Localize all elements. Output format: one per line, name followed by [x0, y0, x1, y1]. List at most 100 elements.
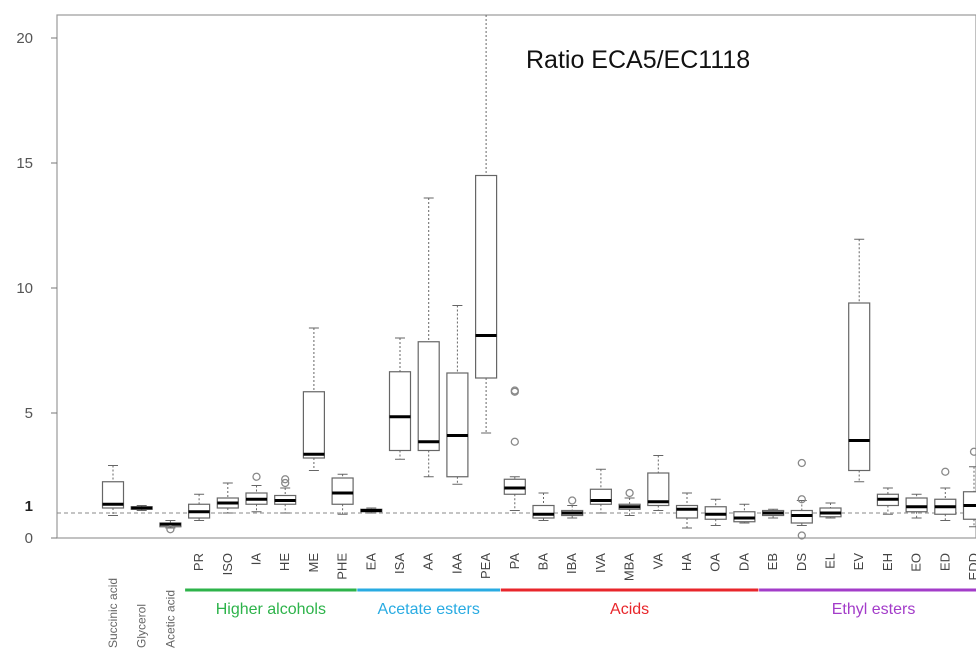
y-tick-label: 20 [16, 30, 33, 47]
box-ia [245, 472, 268, 513]
box-iqr [647, 472, 670, 507]
box-iqr [848, 302, 871, 472]
box-oa [704, 498, 727, 526]
box-ha [675, 492, 699, 529]
category-label: ME [306, 553, 321, 573]
box-eh [876, 487, 900, 515]
outlier-point [281, 478, 290, 488]
outlier-point [969, 447, 976, 456]
category-label: PEA [478, 553, 493, 579]
category-label: PA [507, 553, 522, 570]
category-label: BA [536, 553, 551, 571]
box-iba [561, 496, 584, 519]
category-label: EL [823, 553, 838, 569]
box-pea [475, 15, 498, 434]
box-iqr [331, 477, 354, 505]
y-tick-label: 5 [25, 405, 33, 422]
group-labels: Higher alcohols Acetate esters Acids Ethyl … [185, 588, 976, 618]
box-iva [589, 468, 613, 514]
category-label: VA [650, 553, 665, 570]
box-iqr [532, 504, 555, 519]
category-label: EDD [966, 553, 976, 580]
box-iqr [905, 497, 928, 513]
category-label: HE [277, 553, 292, 571]
box-iqr [101, 481, 125, 509]
category-label: EO [909, 553, 924, 572]
box-edd [962, 447, 976, 528]
box-acetic-acid [159, 520, 182, 534]
box-ev [848, 238, 871, 483]
box-iqr [417, 341, 440, 452]
category-label: EV [851, 553, 866, 571]
box-ed [934, 467, 957, 521]
box-el [819, 502, 842, 519]
box-succinic-acid [101, 465, 125, 516]
box-va [647, 455, 670, 511]
box-iqr [388, 371, 412, 452]
outlier-point [510, 437, 519, 446]
outlier-point [568, 496, 577, 505]
box-iaa [446, 305, 469, 485]
category-label: HA [679, 553, 694, 571]
box-iqr [475, 174, 498, 379]
category-labels: Succinic acid Glycerol Acetic acid PR ISO IA H… [106, 553, 976, 648]
category-label: EB [765, 553, 780, 570]
category-label: IA [249, 553, 264, 566]
plot-frame [56, 14, 976, 539]
outlier-point [797, 531, 806, 540]
box-iqr [446, 372, 469, 478]
box-aa [417, 197, 440, 478]
category-label: Glycerol [135, 604, 149, 648]
box-pa [503, 386, 526, 511]
category-label: DS [794, 553, 809, 571]
group-label: Acetate esters [378, 601, 480, 618]
category-label: PR [191, 553, 206, 571]
box-iqr [302, 391, 325, 459]
box-me [302, 327, 325, 471]
category-label: EH [880, 553, 895, 571]
box-mba [618, 488, 641, 516]
box-he [274, 475, 297, 514]
y-tick-label: 10 [16, 280, 33, 297]
chart-title: Ratio ECA5/EC1118 [526, 46, 750, 74]
category-label: DA [736, 553, 751, 571]
category-label: ISA [392, 553, 407, 574]
box-eb [761, 508, 785, 519]
outlier-point [166, 525, 175, 534]
reference-label: 1 [25, 498, 33, 515]
box-glycerol [130, 505, 153, 511]
category-label: ISO [220, 553, 235, 575]
outlier-point [510, 386, 519, 395]
group-label: Higher alcohols [216, 601, 326, 618]
category-label: ED [937, 553, 952, 571]
y-tick-label: 0 [25, 530, 33, 547]
box-iqr [675, 504, 699, 519]
category-label: Acetic acid [163, 590, 177, 648]
category-label: IVA [593, 553, 608, 573]
category-label: OA [708, 553, 723, 572]
outlier-point [252, 472, 261, 481]
category-label: MBA [622, 553, 637, 582]
box-series [101, 15, 976, 540]
group-label: Ethyl esters [832, 601, 916, 618]
box-iso [216, 482, 239, 514]
outlier-point [281, 475, 290, 484]
box-da [733, 503, 756, 524]
box-phe [331, 473, 354, 515]
box-eo [905, 493, 928, 519]
group-label: Acids [610, 601, 649, 618]
outlier-point [797, 458, 806, 468]
y-tick-label: 15 [16, 155, 33, 172]
box-ds [790, 458, 813, 540]
category-label: PHE [335, 553, 350, 580]
box-isa [388, 337, 412, 460]
category-label: AA [421, 553, 436, 571]
box-ea [360, 507, 383, 514]
box-ba [532, 492, 555, 521]
category-label: IAA [449, 553, 464, 574]
category-label: EA [363, 553, 378, 571]
outlier-point [625, 488, 634, 498]
outlier-point [797, 495, 806, 504]
category-label: Succinic acid [106, 578, 120, 648]
